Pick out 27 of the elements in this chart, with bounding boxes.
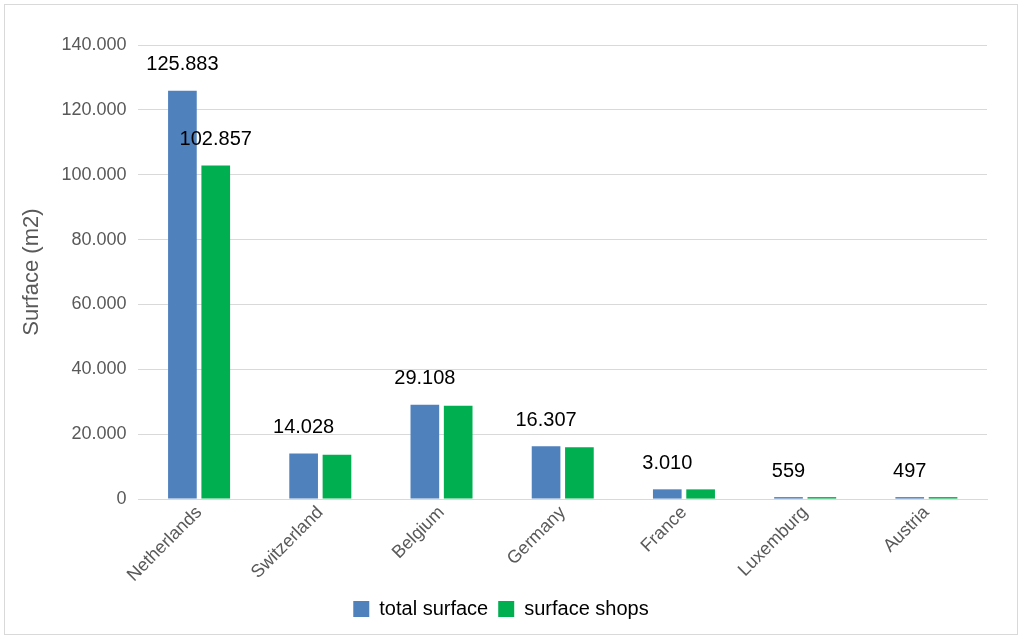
bar — [201, 165, 231, 499]
data-label: 3.010 — [642, 450, 693, 473]
bar — [565, 447, 594, 499]
data-label: 559 — [771, 458, 806, 481]
y-tick-label: 80.000 — [71, 228, 127, 249]
legend-label: total surface — [379, 596, 489, 619]
y-tick-label: 20.000 — [71, 423, 127, 444]
y-tick-label: 140.000 — [61, 33, 127, 54]
data-label: 29.108 — [394, 366, 456, 389]
bar — [443, 405, 473, 499]
y-tick-label: 100.000 — [61, 163, 127, 184]
bar — [322, 454, 352, 499]
bar — [686, 489, 715, 499]
bar — [652, 489, 682, 499]
bar — [289, 453, 318, 499]
y-tick-label: 60.000 — [71, 293, 127, 314]
data-label: 125.883 — [146, 52, 219, 75]
legend-label: surface shops — [524, 596, 649, 619]
y-tick-label: 120.000 — [61, 98, 127, 119]
bar — [410, 404, 440, 499]
y-axis-title: Surface (m2) — [18, 208, 44, 336]
y-tick-label: 0 — [116, 488, 127, 509]
data-label: 16.307 — [515, 407, 577, 430]
bar — [531, 446, 561, 499]
data-label: 497 — [893, 458, 927, 481]
data-label: 14.028 — [273, 415, 335, 438]
y-tick-label: 40.000 — [71, 358, 127, 379]
